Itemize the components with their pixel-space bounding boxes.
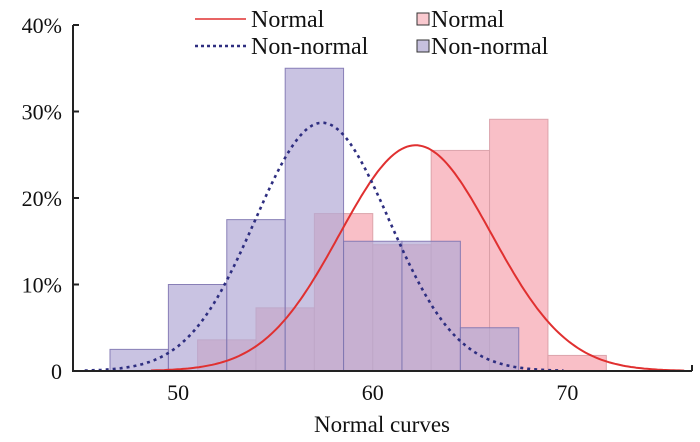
legend-line-label: Normal (251, 7, 325, 33)
non-normal-bar-2 (226, 219, 286, 372)
y-tick-label: 30% (22, 100, 62, 125)
non-normal-bar-4 (343, 240, 403, 372)
histogram-non-normal (109, 67, 520, 372)
normal-curve (150, 144, 685, 372)
non-normal-bar-5 (401, 240, 461, 372)
y-tick-label: 40% (22, 13, 62, 38)
x-tick-label: 60 (362, 380, 384, 405)
legend-patch-label: Normal (431, 7, 505, 33)
legend-patch-normal (416, 12, 430, 26)
non-normal-bar-1 (167, 284, 228, 372)
y-tick-label: 10% (22, 273, 62, 298)
legend-line-label: Non-normal (251, 34, 369, 60)
legend-patch-non-normal (416, 39, 430, 53)
curves (84, 121, 685, 372)
y-tick-label: 20% (22, 186, 62, 211)
non-normal-bar-0 (109, 348, 169, 372)
y-ticks: 0 10% 20% 30% 40% (22, 13, 79, 384)
non-normal-curve (84, 121, 564, 372)
legend-patch-label: Non-normal (431, 34, 549, 60)
non-normal-bar-3 (284, 67, 345, 372)
y-tick-label: 0 (51, 359, 62, 384)
x-ticks: 50 60 70 (167, 380, 578, 405)
x-tick-label: 50 (167, 380, 189, 405)
x-axis-label: Normal curves (314, 412, 450, 437)
x-tick-label: 70 (556, 380, 578, 405)
